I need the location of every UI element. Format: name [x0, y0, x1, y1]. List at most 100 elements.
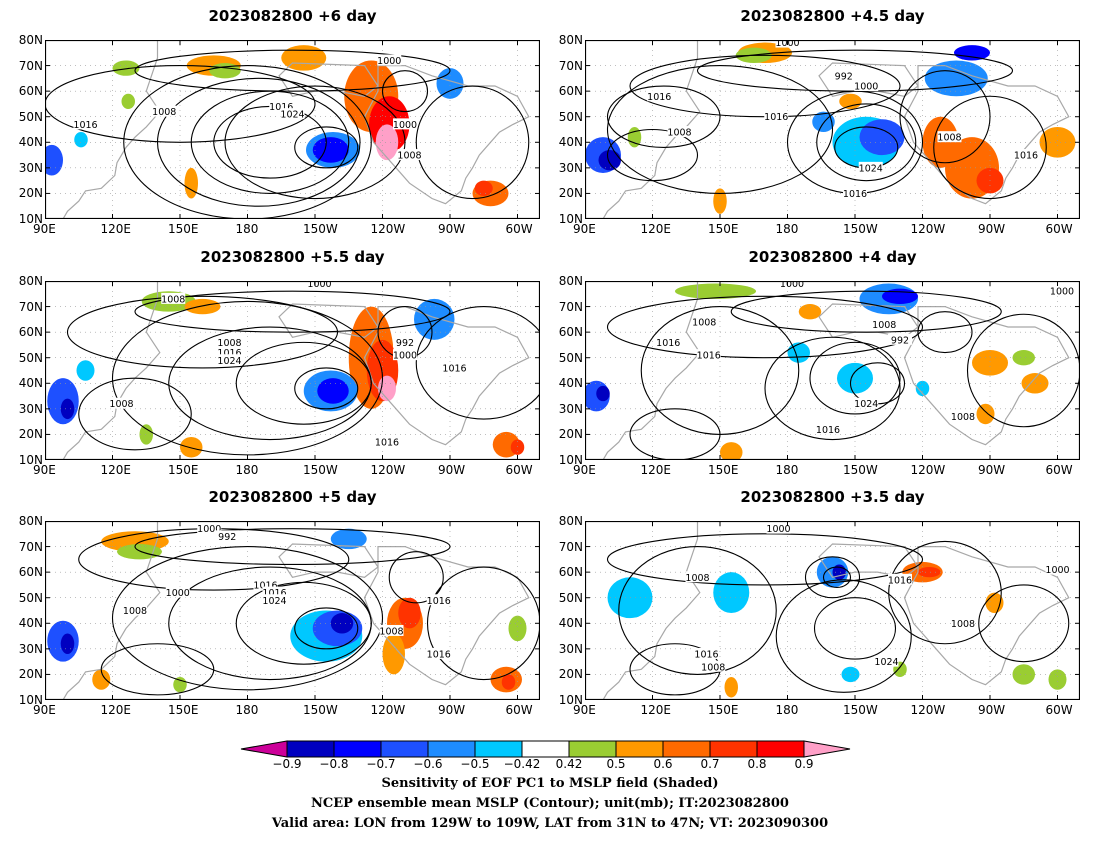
- contour-label: 1000: [1050, 287, 1074, 298]
- coastline: [278, 543, 379, 578]
- sensitivity-shading: [398, 597, 421, 629]
- lon-tick-label: 180: [235, 703, 259, 717]
- colorbar-swatch: [521, 740, 570, 758]
- mslp-contour: [134, 528, 451, 566]
- lon-tick-label: 120E: [100, 463, 132, 477]
- contour-label-bg: [647, 90, 672, 102]
- lat-tick-label: 20N: [558, 186, 583, 201]
- contour-label-bg: [426, 647, 451, 659]
- contour-label-bg: [696, 349, 721, 361]
- contour-label: 1008: [123, 606, 147, 617]
- lat-tick-label: 50N: [558, 109, 583, 124]
- contour-label-bg: [1050, 285, 1074, 297]
- sensitivity-shading: [976, 403, 995, 425]
- colorbar-swatch: [333, 740, 382, 758]
- sensitivity-shading: [1012, 664, 1035, 685]
- lon-tick-label: 60W: [505, 463, 533, 477]
- sensitivity-shading: [798, 304, 822, 320]
- mslp-contour: [606, 533, 924, 586]
- map-frame: [45, 40, 540, 219]
- sensitivity-shading: [508, 615, 527, 642]
- contour-label: 1000: [780, 281, 804, 290]
- lon-tick-label: 150W: [843, 222, 878, 236]
- figure-caption: Sensitivity of EOF PC1 to MSLP field (Sh…: [381, 776, 719, 791]
- lon-tick-label: 90W: [978, 703, 1006, 717]
- contour-label: 1000: [1045, 565, 1069, 576]
- sensitivity-shading: [859, 119, 905, 156]
- map-frame: [45, 521, 540, 700]
- lat-tick-label: 30N: [558, 401, 583, 416]
- lat-tick-label: 50N: [18, 350, 43, 365]
- contour-label-bg: [951, 410, 975, 422]
- colorbar-swatch: [568, 740, 617, 758]
- colorbar: [240, 740, 851, 758]
- lat-tick-label: 60N: [558, 565, 583, 580]
- mslp-contour: [809, 341, 901, 415]
- lat-tick-label: 80N: [558, 274, 583, 288]
- sensitivity-shading: [474, 180, 493, 196]
- contour-label-bg: [262, 586, 287, 598]
- lat-tick-label: 40N: [18, 376, 43, 391]
- sensitivity-shading: [74, 132, 88, 148]
- lat-tick-label: 20N: [18, 427, 43, 442]
- lat-tick-label: 20N: [18, 667, 43, 682]
- sensitivity-shading: [924, 60, 988, 97]
- colorbar-label: 0.9: [794, 757, 814, 771]
- contour-label-bg: [109, 397, 134, 409]
- contour-label: 1008: [109, 399, 133, 410]
- lon-tick-label: 60W: [1045, 703, 1073, 717]
- lon-tick-label: 150W: [303, 222, 338, 236]
- colorbar-swatch: [286, 740, 335, 758]
- lat-tick-label: 30N: [18, 160, 43, 175]
- contour-label-bg: [872, 318, 897, 330]
- contour-label-bg: [379, 624, 404, 636]
- sensitivity-shading: [47, 378, 79, 425]
- mslp-contour: [917, 311, 973, 354]
- contour-label: 992: [218, 532, 236, 543]
- lon-tick-label: 90W: [438, 463, 466, 477]
- contour-label: 1016: [697, 351, 721, 362]
- sensitivity-shading: [713, 572, 750, 614]
- lat-tick-label: 70N: [18, 299, 43, 314]
- mslp-contour: [415, 306, 540, 420]
- contour-label-bg: [656, 336, 681, 348]
- sensitivity-shading: [596, 385, 610, 402]
- sensitivity-shading: [837, 362, 873, 394]
- lon-tick-label: 120W: [370, 463, 406, 477]
- sensitivity-shading: [139, 424, 153, 445]
- contour-label: 1016: [1014, 151, 1038, 162]
- contour-label: 1016: [816, 425, 840, 436]
- sensitivity-shading: [713, 188, 727, 214]
- lon-tick-label: 150E: [708, 222, 739, 236]
- contour-label-bg: [73, 118, 98, 130]
- sensitivity-shading: [598, 149, 621, 171]
- contour-label-bg: [393, 118, 417, 130]
- colorbar-swatch: [662, 740, 711, 758]
- mslp-contour: [804, 556, 861, 599]
- contour-label-bg: [262, 594, 287, 606]
- lat-tick-label: 10N: [558, 212, 583, 226]
- lat-tick-label: 70N: [558, 299, 583, 314]
- contour-label: 1008: [692, 317, 716, 328]
- colorbar-label: 0.6: [653, 757, 673, 771]
- lat-tick-label: 60N: [558, 84, 583, 99]
- contour-label: 1016: [442, 363, 466, 374]
- lon-tick-label: 120W: [910, 463, 946, 477]
- contour-label-bg: [766, 522, 791, 534]
- sensitivity-shading: [724, 676, 738, 698]
- colorbar-arrow-high: [803, 740, 851, 758]
- lat-tick-label: 70N: [558, 539, 583, 554]
- contour-label: 1000: [393, 120, 417, 131]
- mslp-contour: [606, 295, 924, 359]
- contour-label: 1024: [874, 657, 898, 668]
- lat-tick-label: 30N: [18, 401, 43, 416]
- contour-label: 1016: [647, 92, 671, 103]
- lat-tick-label: 10N: [18, 212, 43, 226]
- lon-tick-label: 150E: [708, 463, 739, 477]
- mslp-contour: [134, 290, 451, 333]
- mslp-contour: [813, 597, 897, 660]
- contour-label: 1008: [397, 151, 421, 162]
- lat-tick-label: 70N: [18, 539, 43, 554]
- contour-label-bg: [217, 346, 242, 358]
